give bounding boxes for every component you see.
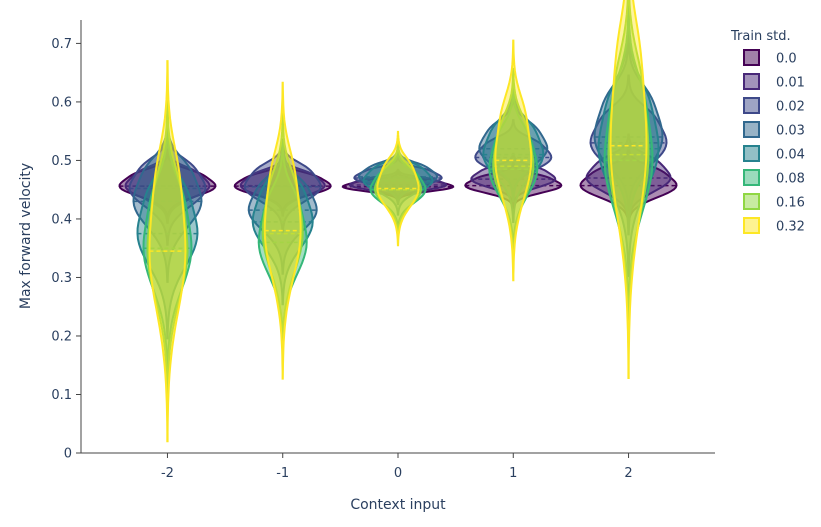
legend-swatch: [743, 145, 760, 162]
legend-label: 0.03: [776, 124, 805, 139]
legend-label: 0.32: [776, 220, 805, 235]
x-axis-title: Context input: [350, 497, 446, 513]
violin-0.32-2: [609, 0, 648, 379]
violin-0.32-1: [494, 39, 533, 282]
y-axis-title: Max forward velocity: [18, 163, 34, 309]
legend-label: 0.0: [776, 52, 797, 67]
legend-label: 0.04: [776, 148, 805, 163]
x-tick-label: 0: [394, 466, 402, 481]
violin-0.32-0: [376, 130, 420, 247]
legend-items: 0.0 0.01 0.02 0.03 0.04 0.08 0.16 0.32: [743, 49, 805, 235]
y-tick-label: 0.2: [51, 329, 72, 344]
y-axis-ticks: 0 0.1 0.2 0.3 0.4 0.5 0.6 0.7: [51, 37, 81, 462]
violin-0.01-2: [585, 133, 672, 223]
legend-label: 0.01: [776, 76, 805, 91]
legend-swatch: [743, 73, 760, 90]
y-tick-label: 0: [64, 447, 72, 462]
legend-swatch: [743, 121, 760, 138]
y-tick-label: 0.7: [51, 37, 72, 52]
y-tick-label: 0.6: [51, 95, 72, 110]
x-tick-label: -2: [161, 466, 174, 481]
y-tick-label: 0.1: [51, 388, 72, 403]
x-tick-label: -1: [276, 466, 289, 481]
y-tick-label: 0.5: [51, 154, 72, 169]
legend-swatch: [743, 193, 760, 210]
violin-0.32--2: [148, 60, 187, 443]
x-tick-label: 1: [509, 466, 517, 481]
legend-label: 0.08: [776, 172, 805, 187]
legend-label: 0.02: [776, 100, 805, 115]
legend-title: Train std.: [730, 29, 791, 44]
y-tick-label: 0.3: [51, 271, 72, 286]
legend-swatch: [743, 97, 760, 114]
legend: Train std. 0.00.010.020.030.040.080.160.…: [730, 29, 805, 235]
x-tick-label: 2: [624, 466, 632, 481]
x-axis-ticks: -2 -1 0 1 2: [161, 453, 633, 481]
legend-swatch: [743, 169, 760, 186]
legend-swatch: [743, 217, 760, 234]
violin-layer: [118, 0, 678, 443]
legend-label: 0.16: [776, 196, 805, 211]
y-tick-label: 0.4: [51, 212, 72, 227]
legend-swatch: [743, 49, 760, 66]
